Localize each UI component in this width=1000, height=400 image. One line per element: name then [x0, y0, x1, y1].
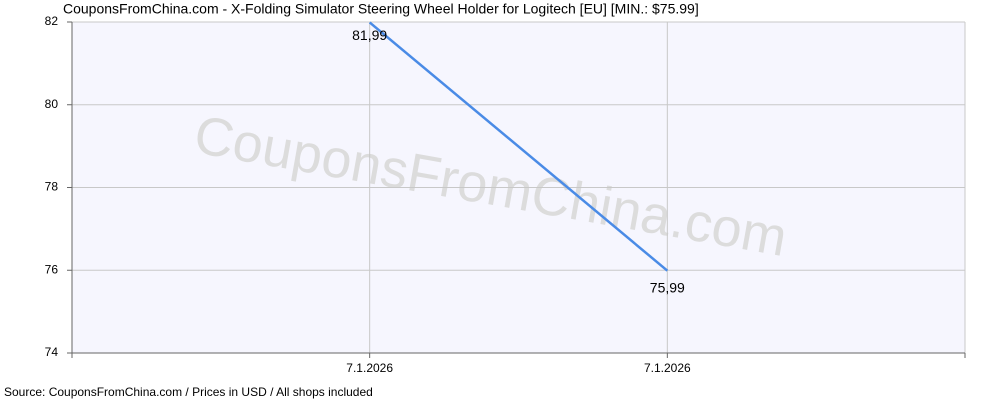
- y-tick-label: 82: [45, 14, 59, 28]
- chart-title: CouponsFromChina.com - X-Folding Simulat…: [63, 1, 699, 17]
- y-tick-label: 80: [45, 97, 59, 111]
- x-tick-label: 7.1.2026: [346, 361, 393, 375]
- source-note: Source: CouponsFromChina.com / Prices in…: [4, 385, 373, 399]
- x-tick-label: 7.1.2026: [644, 361, 691, 375]
- value-label: 81,99: [352, 27, 387, 43]
- y-tick-label: 78: [45, 180, 59, 194]
- value-label: 75,99: [650, 279, 685, 295]
- price-line: [368, 21, 669, 272]
- y-tick-label: 76: [45, 262, 59, 276]
- y-tick-label: 74: [45, 345, 59, 359]
